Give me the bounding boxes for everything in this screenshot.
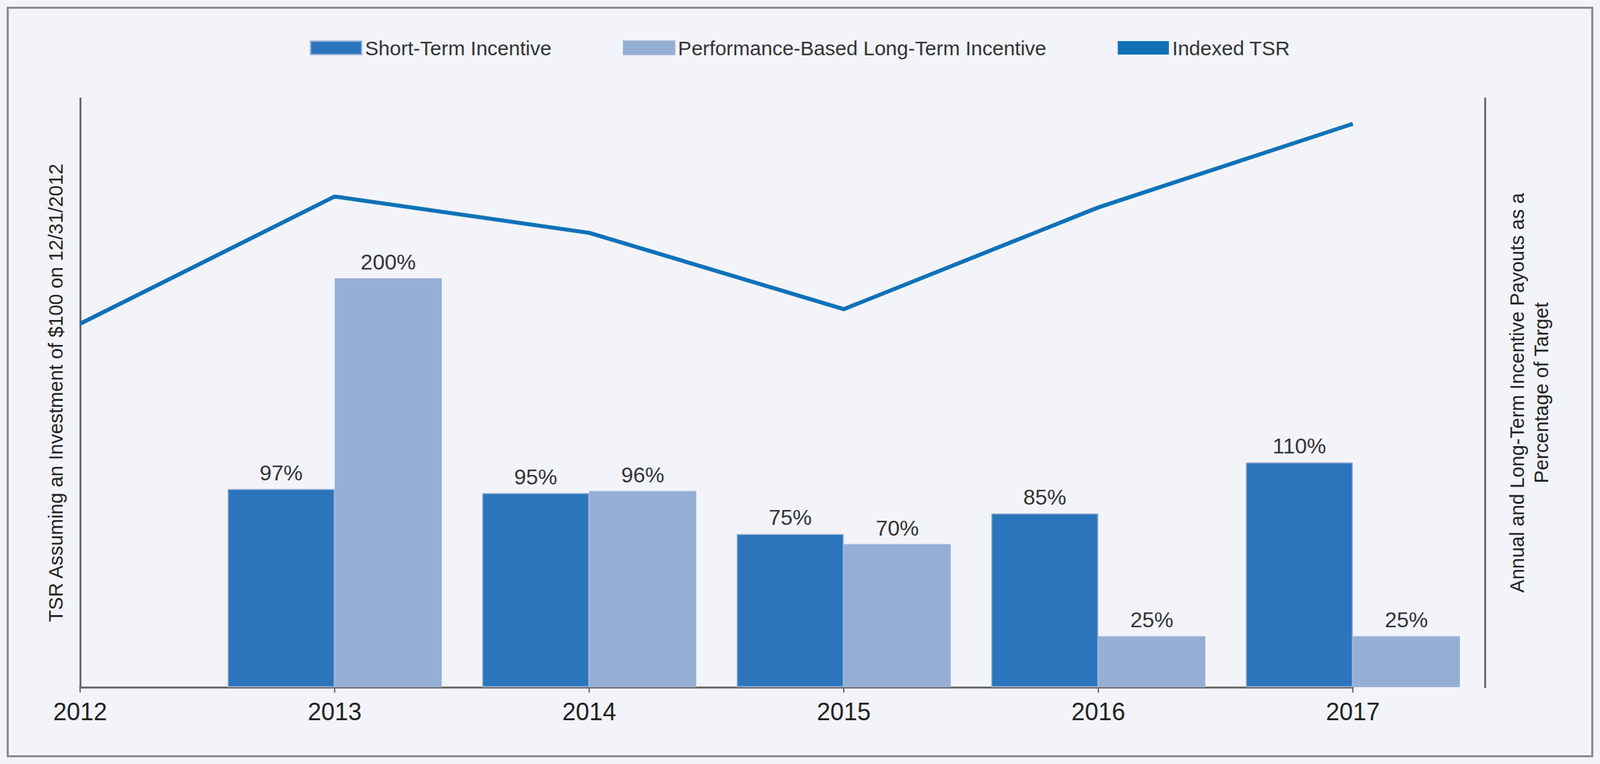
svg-text:96%: 96%	[620, 462, 664, 487]
svg-text:110%: 110%	[1272, 433, 1326, 458]
svg-text:Short-Term Incentive: Short-Term Incentive	[364, 37, 552, 60]
svg-text:25%: 25%	[1384, 607, 1428, 632]
svg-text:Indexed TSR: Indexed TSR	[1172, 37, 1291, 60]
svg-text:2012: 2012	[53, 697, 108, 726]
svg-text:2014: 2014	[562, 697, 617, 726]
svg-text:200%: 200%	[360, 249, 417, 275]
svg-text:2013: 2013	[307, 697, 362, 726]
svg-text:Annual and Long-Term Incentive: Annual and Long-Term Incentive Payouts a…	[1506, 192, 1528, 593]
svg-text:85%: 85%	[1022, 484, 1066, 510]
svg-text:97%: 97%	[259, 460, 303, 485]
svg-text:70%: 70%	[875, 515, 919, 541]
svg-text:Performance-Based Long-Term In: Performance-Based Long-Term Incentive	[678, 37, 1047, 60]
svg-text:95%: 95%	[513, 464, 557, 489]
svg-text:2016: 2016	[1071, 697, 1126, 726]
svg-text:75%: 75%	[768, 505, 812, 530]
svg-text:2015: 2015	[816, 697, 871, 726]
svg-text:Percentage of Target: Percentage of Target	[1530, 302, 1553, 484]
svg-text:25%: 25%	[1129, 607, 1174, 632]
svg-text:2017: 2017	[1325, 697, 1380, 726]
svg-text:TSR Assuming an Investment of: TSR Assuming an Investment of $100 on 12…	[45, 163, 67, 622]
